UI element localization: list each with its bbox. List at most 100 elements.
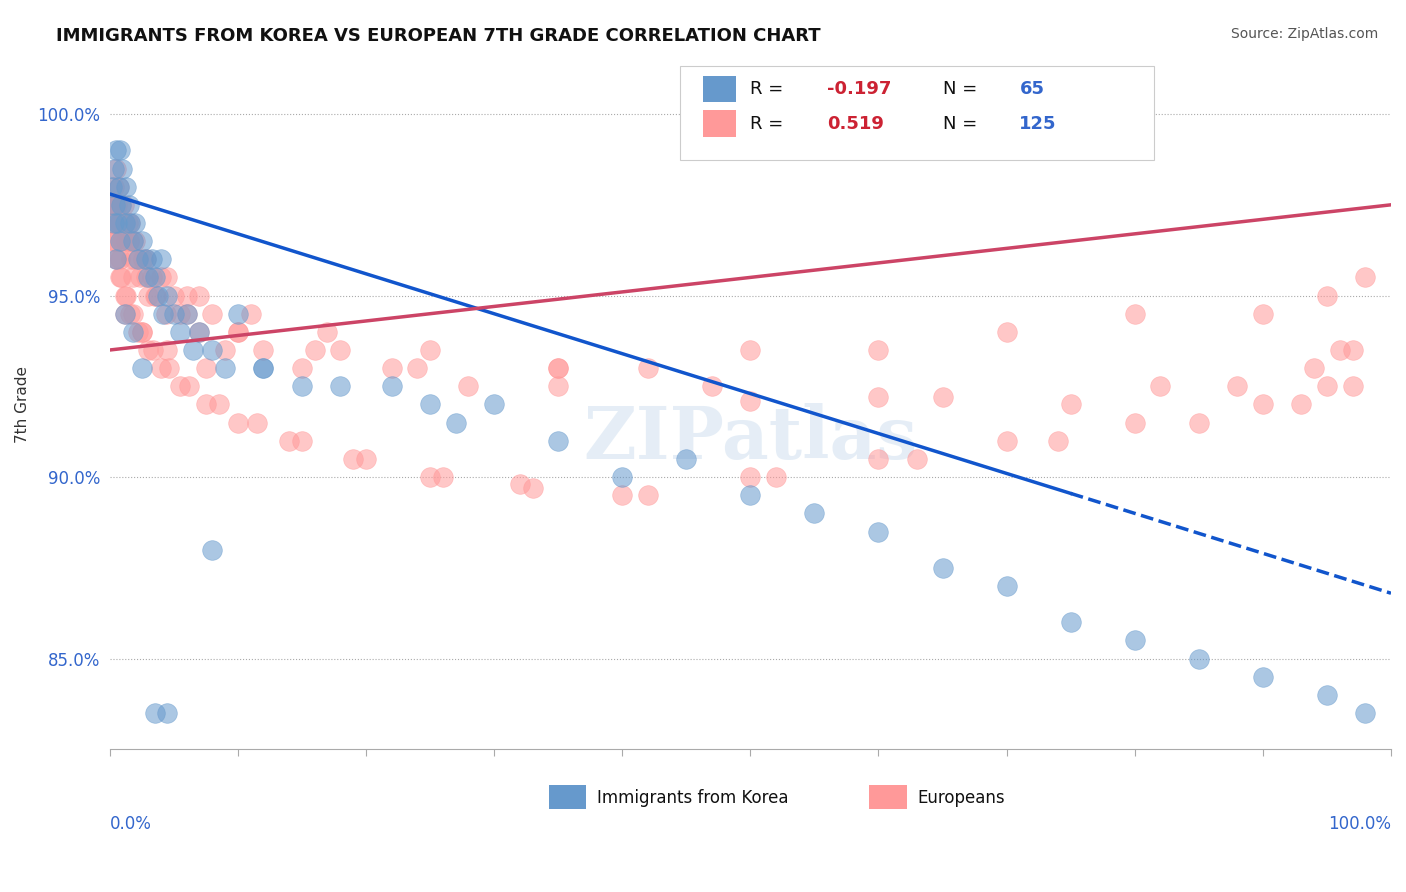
Point — [122, 252, 145, 267]
Point — [547, 361, 569, 376]
Point — [1291, 397, 1313, 411]
Point — [101, 198, 124, 212]
Point — [118, 198, 141, 212]
Point — [156, 288, 179, 302]
Text: Europeans: Europeans — [917, 789, 1004, 806]
Point — [316, 325, 339, 339]
Point — [114, 288, 136, 302]
Point — [457, 379, 479, 393]
Text: Source: ZipAtlas.com: Source: ZipAtlas.com — [1230, 27, 1378, 41]
Point — [201, 307, 224, 321]
Point — [104, 198, 127, 212]
Point — [252, 343, 274, 357]
Point — [291, 361, 314, 376]
Point — [868, 524, 890, 539]
Point — [482, 397, 505, 411]
Point — [509, 477, 531, 491]
Point — [252, 361, 274, 376]
FancyBboxPatch shape — [703, 76, 737, 103]
Point — [105, 216, 128, 230]
Point — [342, 451, 364, 466]
Point — [1059, 615, 1081, 630]
Point — [110, 270, 132, 285]
Point — [1059, 397, 1081, 411]
Point — [136, 288, 159, 302]
Point — [380, 379, 402, 393]
Point — [114, 307, 136, 321]
Point — [108, 234, 131, 248]
Point — [121, 307, 143, 321]
Text: 100.0%: 100.0% — [1329, 814, 1391, 832]
Point — [931, 390, 953, 404]
Point — [169, 325, 191, 339]
Point — [101, 216, 124, 230]
Point — [547, 434, 569, 448]
Text: R =: R = — [751, 80, 789, 98]
Text: 0.0%: 0.0% — [110, 814, 152, 832]
Point — [163, 288, 186, 302]
Point — [547, 361, 569, 376]
Point — [201, 343, 224, 357]
Point — [121, 325, 143, 339]
Point — [214, 361, 236, 376]
Point — [111, 161, 134, 176]
Point — [169, 307, 191, 321]
Point — [740, 470, 762, 484]
Point — [740, 343, 762, 357]
Point — [905, 451, 928, 466]
Point — [108, 144, 131, 158]
Point — [131, 234, 153, 248]
Point — [700, 379, 723, 393]
Point — [278, 434, 301, 448]
Point — [111, 234, 134, 248]
Point — [124, 216, 146, 230]
Point — [1226, 379, 1249, 393]
Point — [675, 451, 697, 466]
Point — [868, 390, 890, 404]
Point — [1123, 416, 1146, 430]
Point — [145, 288, 167, 302]
Point — [105, 252, 128, 267]
Point — [1251, 397, 1274, 411]
Point — [214, 343, 236, 357]
Point — [1329, 343, 1351, 357]
Point — [194, 361, 217, 376]
Point — [419, 343, 441, 357]
Point — [103, 234, 125, 248]
Point — [169, 379, 191, 393]
Point — [143, 706, 166, 720]
Point — [188, 288, 211, 302]
Point — [136, 270, 159, 285]
Point — [176, 307, 198, 321]
Point — [201, 542, 224, 557]
Point — [380, 361, 402, 376]
Point — [112, 198, 135, 212]
Point — [1188, 651, 1211, 665]
Point — [1341, 379, 1364, 393]
Point — [117, 216, 139, 230]
Point — [188, 325, 211, 339]
Point — [104, 198, 127, 212]
Point — [143, 288, 166, 302]
Point — [740, 393, 762, 408]
Text: IMMIGRANTS FROM KOREA VS EUROPEAN 7TH GRADE CORRELATION CHART: IMMIGRANTS FROM KOREA VS EUROPEAN 7TH GR… — [56, 27, 821, 45]
Point — [1303, 361, 1326, 376]
Point — [612, 470, 634, 484]
Point — [1123, 307, 1146, 321]
Point — [226, 416, 249, 430]
Point — [1316, 688, 1339, 702]
Text: 0.519: 0.519 — [827, 114, 884, 133]
Point — [1188, 416, 1211, 430]
Point — [1354, 270, 1376, 285]
Point — [148, 288, 170, 302]
FancyBboxPatch shape — [681, 67, 1154, 160]
Point — [110, 198, 132, 212]
Point — [108, 216, 131, 230]
Point — [103, 234, 125, 248]
Point — [101, 216, 124, 230]
Text: R =: R = — [751, 114, 789, 133]
Point — [176, 307, 198, 321]
Point — [141, 252, 163, 267]
Point — [129, 270, 152, 285]
Point — [176, 288, 198, 302]
